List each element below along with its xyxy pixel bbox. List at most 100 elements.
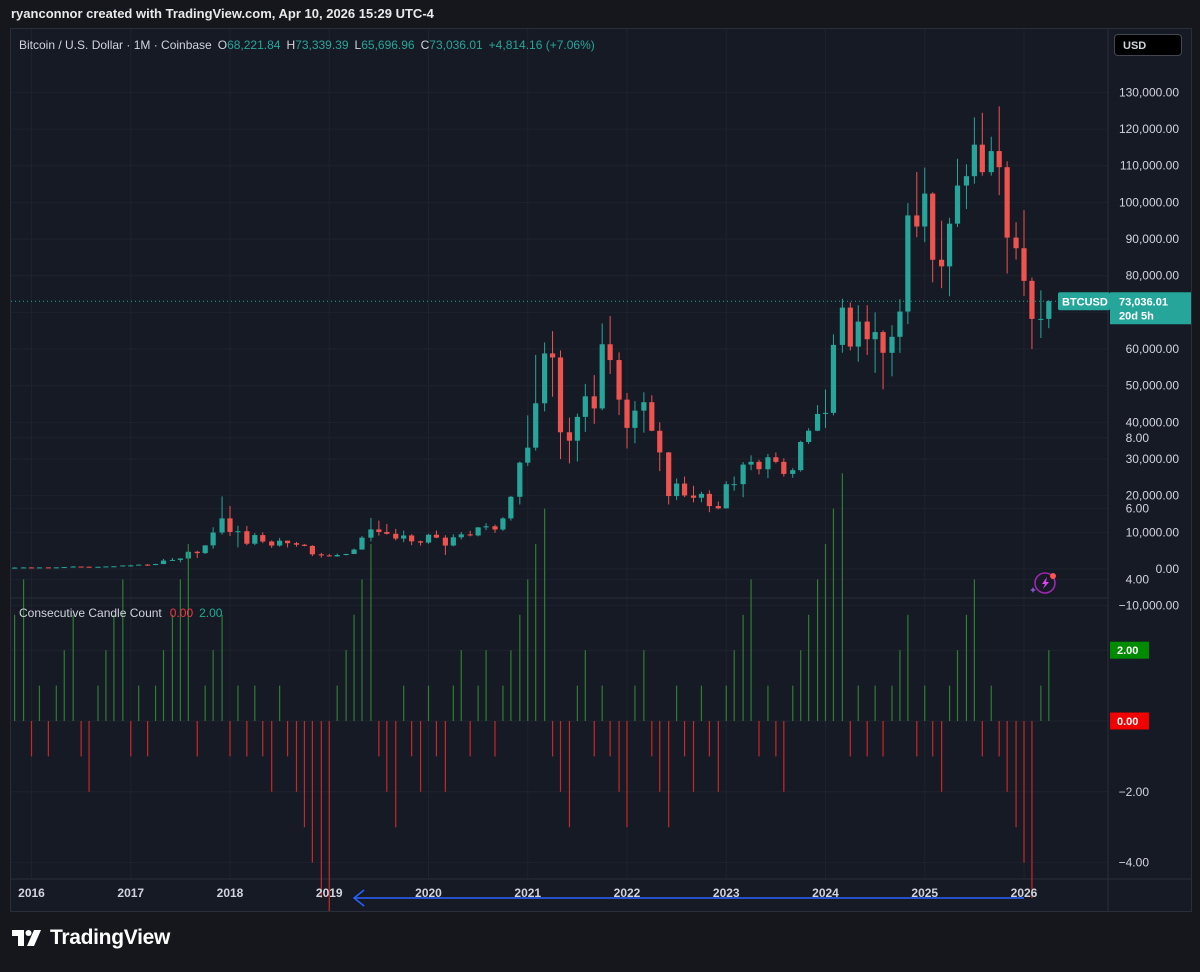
candle-body <box>806 430 812 442</box>
candle-body <box>78 566 84 568</box>
candle-body <box>681 483 688 496</box>
candle-body <box>260 535 266 542</box>
candle-body <box>525 447 531 463</box>
candle-body <box>946 223 953 267</box>
candle-body <box>996 151 1002 168</box>
candle-body <box>607 344 613 361</box>
candle-body <box>616 360 622 400</box>
candle-body <box>574 416 580 441</box>
candle-body <box>715 506 721 509</box>
candle-body <box>334 554 340 557</box>
candle-body <box>988 151 994 173</box>
candle-body <box>351 549 357 554</box>
candle-body <box>1013 237 1019 249</box>
time-axis-labels: 2016 2017 2018 2019 2020 2021 2022 2023 2024 2025… <box>18 886 1038 900</box>
grid-lines <box>11 29 1108 879</box>
tradingview-logo-icon <box>12 930 41 946</box>
x-tick-label: 2020 <box>415 886 442 900</box>
candle-body <box>954 185 961 224</box>
y-tick-label: 80,000.00 <box>1126 269 1180 283</box>
x-tick-label: 2018 <box>217 886 244 900</box>
candle-body <box>95 566 101 568</box>
candle-body <box>145 564 151 566</box>
candle-body <box>632 410 638 428</box>
indicator-badge-green-bg <box>1110 641 1149 659</box>
candle-body <box>979 144 985 173</box>
candle-body <box>28 567 35 569</box>
y-tick-label: 30,000.00 <box>1126 452 1180 466</box>
candle-body <box>839 307 845 345</box>
chart-container[interactable]: 130,000.00 120,000.00 110,000.00 100,000.00… <box>10 28 1192 912</box>
candle-body <box>508 496 514 519</box>
blue-arrow-annotation[interactable] <box>352 889 1024 907</box>
candle-body <box>897 311 903 337</box>
low-value: 65,696.96 <box>361 38 415 52</box>
indicator-legend[interactable]: Consecutive Candle Count 0.00 2.00 <box>19 606 223 620</box>
open-value: 68,221.84 <box>227 38 281 52</box>
candle-body <box>177 558 183 560</box>
candle-body <box>467 534 473 536</box>
high-value: 73,339.39 <box>295 38 349 52</box>
candle-body <box>359 537 365 550</box>
price-badge: BTCUSD 73,036.01 20d 5h <box>1058 292 1191 325</box>
candle-body <box>740 464 746 485</box>
candle-body <box>814 413 821 431</box>
candle-body <box>103 566 109 568</box>
close-label: C <box>421 38 430 52</box>
x-tick-label: 2019 <box>316 886 343 900</box>
candle-body <box>723 484 729 509</box>
candle-body <box>160 560 167 565</box>
price-axis-labels: 130,000.00 120,000.00 110,000.00 100,000.00… <box>1119 85 1180 612</box>
replay-lightning-icon[interactable] <box>1030 572 1056 594</box>
candle-body <box>293 543 300 545</box>
candle-body <box>409 535 415 542</box>
y-tick-label: 120,000.00 <box>1119 122 1179 136</box>
candle-body <box>450 537 456 546</box>
low-label: L <box>355 38 362 52</box>
candle-body <box>880 332 886 353</box>
candle-body <box>458 534 464 538</box>
candle-body <box>889 336 895 353</box>
candle-body <box>914 215 920 227</box>
y-tick-label: 100,000.00 <box>1119 195 1179 209</box>
candle-body <box>939 259 945 267</box>
tradingview-brand-text: TradingView <box>50 926 171 949</box>
candle-body <box>517 462 523 497</box>
candle-body <box>70 566 76 568</box>
legend-row[interactable]: Bitcoin / U.S. Dollar · 1M · Coinbase O68… <box>19 38 595 52</box>
candle-body <box>971 144 977 177</box>
candle-body <box>624 399 630 428</box>
ind-y-tick-label: 8.00 <box>1126 431 1150 445</box>
tradingview-logo[interactable]: TradingView <box>12 926 170 950</box>
y-tick-label: 0.00 <box>1156 562 1180 576</box>
candle-body <box>500 518 506 530</box>
candle-body <box>376 529 382 532</box>
candle-body <box>748 461 754 465</box>
candle-body <box>269 541 275 546</box>
candle-body <box>492 526 498 530</box>
chart-svg[interactable]: 130,000.00 120,000.00 110,000.00 100,000.00… <box>11 29 1191 911</box>
candle-body <box>368 529 374 538</box>
candle-body <box>227 518 233 532</box>
x-tick-label: 2022 <box>614 886 641 900</box>
candle-body <box>706 493 712 507</box>
candle-body <box>483 526 489 528</box>
candle-body <box>698 493 705 498</box>
candle-body <box>20 567 27 569</box>
x-tick-label: 2017 <box>117 886 144 900</box>
candle-body <box>690 495 697 498</box>
currency-button[interactable]: USD <box>1114 34 1182 56</box>
indicator-badge-red-bg <box>1110 712 1149 730</box>
ind-y-tick-label: −2.00 <box>1119 785 1150 799</box>
candle-body <box>599 344 605 409</box>
symbol-title: Bitcoin / U.S. Dollar · 1M · Coinbase <box>19 38 212 52</box>
candle-body <box>872 332 878 340</box>
candle-body <box>1004 167 1010 238</box>
candle-body <box>756 461 762 470</box>
candle-body <box>657 430 663 453</box>
price-badge-countdown: 20d 5h <box>1119 310 1154 322</box>
indicator-badge-red: 0.00 <box>1117 716 1138 728</box>
candle-body <box>284 540 291 544</box>
candle-body <box>169 559 176 561</box>
